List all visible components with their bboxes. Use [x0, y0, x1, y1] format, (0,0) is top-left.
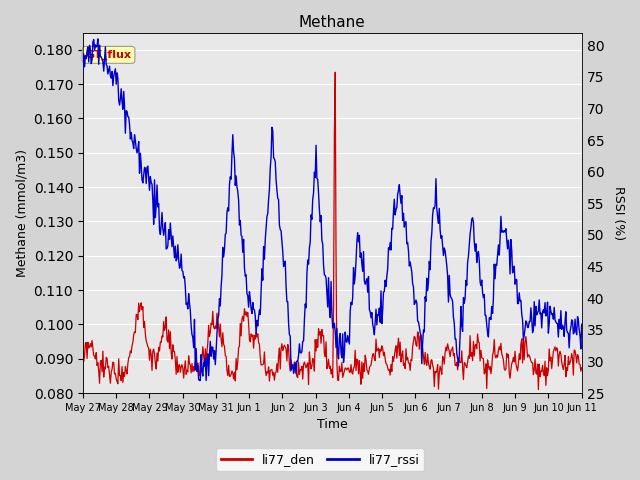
Legend: li77_den, li77_rssi: li77_den, li77_rssi — [216, 448, 424, 471]
Text: GT_flux: GT_flux — [86, 50, 132, 60]
Y-axis label: RSSI (%): RSSI (%) — [612, 186, 625, 240]
X-axis label: Time: Time — [317, 419, 348, 432]
Y-axis label: Methane (mmol/m3): Methane (mmol/m3) — [15, 149, 28, 277]
Title: Methane: Methane — [299, 15, 365, 30]
